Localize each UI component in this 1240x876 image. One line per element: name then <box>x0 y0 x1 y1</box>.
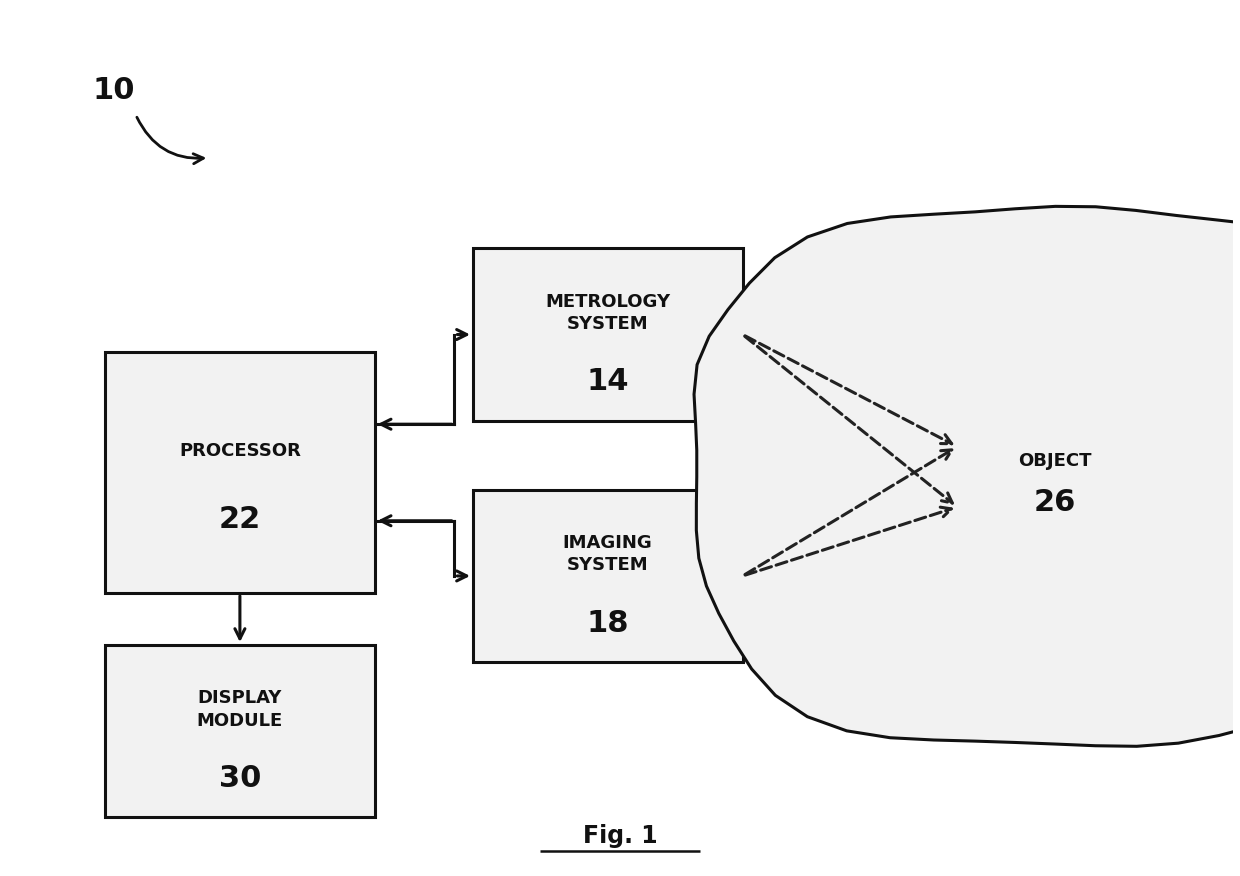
Text: OBJECT: OBJECT <box>1018 452 1092 470</box>
Text: IMAGING
SYSTEM: IMAGING SYSTEM <box>563 534 652 575</box>
Text: 18: 18 <box>587 609 629 638</box>
FancyBboxPatch shape <box>472 248 743 420</box>
FancyBboxPatch shape <box>105 352 374 593</box>
FancyBboxPatch shape <box>472 490 743 662</box>
Polygon shape <box>694 207 1240 746</box>
Text: 10: 10 <box>93 76 135 105</box>
Text: Fig. 1: Fig. 1 <box>583 823 657 847</box>
Text: 30: 30 <box>218 764 262 793</box>
Text: DISPLAY
MODULE: DISPLAY MODULE <box>197 689 283 730</box>
Text: 14: 14 <box>587 367 629 397</box>
Text: METROLOGY
SYSTEM: METROLOGY SYSTEM <box>546 293 671 333</box>
FancyBboxPatch shape <box>105 645 374 817</box>
FancyArrowPatch shape <box>136 117 203 164</box>
Text: 26: 26 <box>1034 488 1076 517</box>
Text: 22: 22 <box>218 505 262 534</box>
Text: PROCESSOR: PROCESSOR <box>179 442 301 460</box>
